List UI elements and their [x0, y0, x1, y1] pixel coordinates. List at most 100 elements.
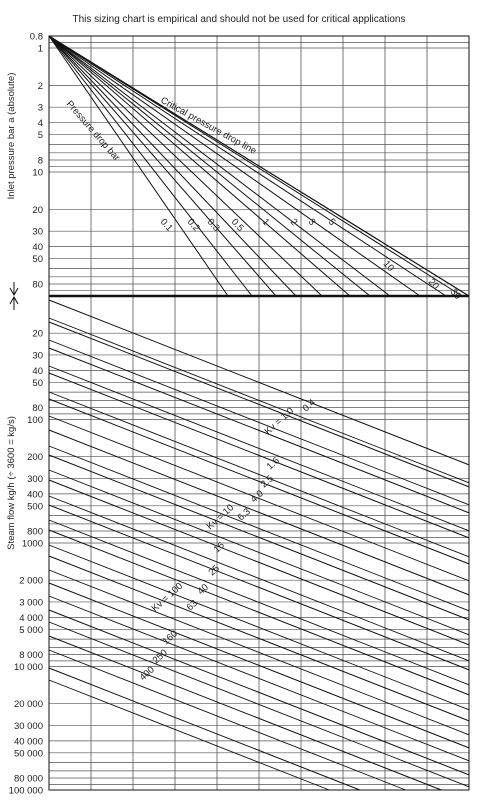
y-tick-label-top: 10 [32, 168, 43, 179]
chart-note: This sizing chart is empirical and shoul… [72, 14, 406, 25]
kv-line [48, 299, 470, 466]
y-tick-label-bottom: 40 [32, 366, 43, 377]
kv-intermediate-line [48, 415, 470, 582]
kv-intermediate-line [48, 595, 470, 762]
plot-frame [48, 35, 470, 791]
kv-intermediate-line [48, 317, 470, 484]
pressure-drop-line [48, 35, 447, 297]
y-tick-label-bottom: 2 000 [19, 576, 43, 587]
kv-intermediate-line [48, 445, 470, 612]
y-tick-label-bottom: 10 000 [14, 662, 43, 673]
kv-label: 1.6 [265, 455, 282, 472]
y-tick-label-bottom: 100 000 [9, 786, 43, 797]
y-tick-label-top: 80 [32, 279, 43, 290]
pressure-drop-label: 10 [381, 259, 396, 274]
kv-line [48, 582, 470, 749]
y-tick-label-bottom: 3 000 [19, 597, 43, 608]
y-tick-label-top: 5 [38, 130, 43, 141]
kv-line [48, 529, 470, 696]
kv-line [48, 504, 470, 671]
kv-line [48, 635, 442, 791]
y-tick-label-top: 40 [32, 242, 43, 253]
pressure-drop-line [48, 35, 253, 297]
pressure-drop-line [48, 35, 371, 297]
y-tick-label-bottom: 500 [27, 501, 43, 512]
y-tick-label-bottom: 20 [32, 329, 43, 340]
y-axis-label-bottom: Steam flow kg/h (÷ 3600 = kg/s) [6, 416, 17, 550]
arrow-up-icon [9, 295, 19, 310]
kv-intermediate-line [48, 519, 470, 686]
kv-label: 16 [212, 540, 227, 555]
pressure-drop-label: 1 [260, 217, 272, 228]
kv-intermediate-line [48, 649, 406, 791]
kv-intermediate-line [48, 679, 330, 791]
kv-intermediate-line [48, 495, 470, 662]
y-tick-label-bottom: 400 [27, 489, 43, 500]
y-tick-label-top: 20 [32, 205, 43, 216]
y-tick-label-top: 1 [38, 44, 43, 55]
y-tick-label-bottom: 5 000 [19, 625, 43, 636]
y-tick-label-bottom: 30 000 [14, 721, 43, 732]
pressure-drop-line [48, 35, 229, 297]
kv-label: 40 [196, 582, 211, 597]
pressure-drop-line [48, 35, 323, 297]
y-axis-label-top: Inlet pressure bar a (absolute) [6, 73, 17, 200]
y-tick-label-bottom: 80 000 [14, 774, 43, 785]
kv-label: 4.0 [249, 488, 266, 505]
kv-intermediate-line [48, 391, 470, 558]
pressure-drop-label: 2 [288, 217, 300, 228]
y-tick-label-top: 8 [38, 155, 43, 166]
kv-line [48, 454, 470, 621]
kv-intermediate-line [48, 339, 470, 506]
y-tick-label-bottom: 4 000 [19, 613, 43, 624]
y-tick-label-top: 2 [38, 81, 43, 92]
pressure-drop-line [48, 35, 391, 297]
y-tick-label-bottom: 800 [27, 527, 43, 538]
arrow-down-icon [9, 282, 19, 297]
kv-intermediate-line [48, 621, 470, 788]
kv-line [48, 347, 470, 514]
kv-intermediate-line [48, 365, 470, 532]
y-tick-label-bottom: 300 [27, 474, 43, 485]
pressure-drop-line [48, 35, 351, 297]
kv-line [48, 321, 470, 488]
pressure-drop-axis-label: Pressure drop bar [64, 99, 122, 164]
y-tick-label-bottom: 30 [32, 350, 43, 361]
pressure-drop-label: 20 [426, 277, 441, 292]
kv-label: 25 [207, 563, 222, 578]
kv-line [48, 609, 470, 776]
y-tick-label-top: 50 [32, 254, 43, 265]
y-tick-label-bottom: 80 [32, 403, 43, 414]
kv-label: 63 [185, 598, 200, 613]
y-tick-label-top: 4 [38, 118, 43, 129]
kv-intermediate-line [48, 469, 470, 636]
kv-line [48, 372, 470, 539]
kv-intermediate-line [48, 544, 470, 711]
y-tick-label-bottom: 40 000 [14, 736, 43, 747]
y-tick-label-top: 30 [32, 227, 43, 238]
y-tick-label-bottom: 50 [32, 378, 43, 389]
pressure-drop-line [48, 35, 421, 297]
kv-line [48, 555, 470, 722]
kv-line [48, 398, 470, 565]
y-tick-label-top: 0.8 [30, 32, 43, 43]
y-tick-label-top: 3 [38, 103, 43, 114]
y-tick-label-bottom: 200 [27, 452, 43, 463]
kv-label: 160 [161, 628, 180, 647]
y-tick-label-bottom: 1000 [22, 539, 43, 550]
pressure-drop-line [48, 35, 297, 297]
kv-label: Kv = 1.0 [263, 406, 296, 438]
y-tick-label-bottom: 8 000 [19, 650, 43, 661]
kv-line [48, 479, 470, 646]
pressure-drop-line [48, 35, 277, 297]
kv-line [48, 429, 470, 596]
pressure-drop-line [48, 35, 463, 297]
y-tick-label-bottom: 20 000 [14, 699, 43, 710]
y-tick-label-bottom: 100 [27, 415, 43, 426]
kv-intermediate-line [48, 569, 470, 736]
kv-line [48, 667, 361, 791]
pressure-drop-label: 3 [306, 217, 318, 228]
y-tick-label-bottom: 50 000 [14, 748, 43, 759]
critical-pressure-drop-line [48, 35, 470, 297]
